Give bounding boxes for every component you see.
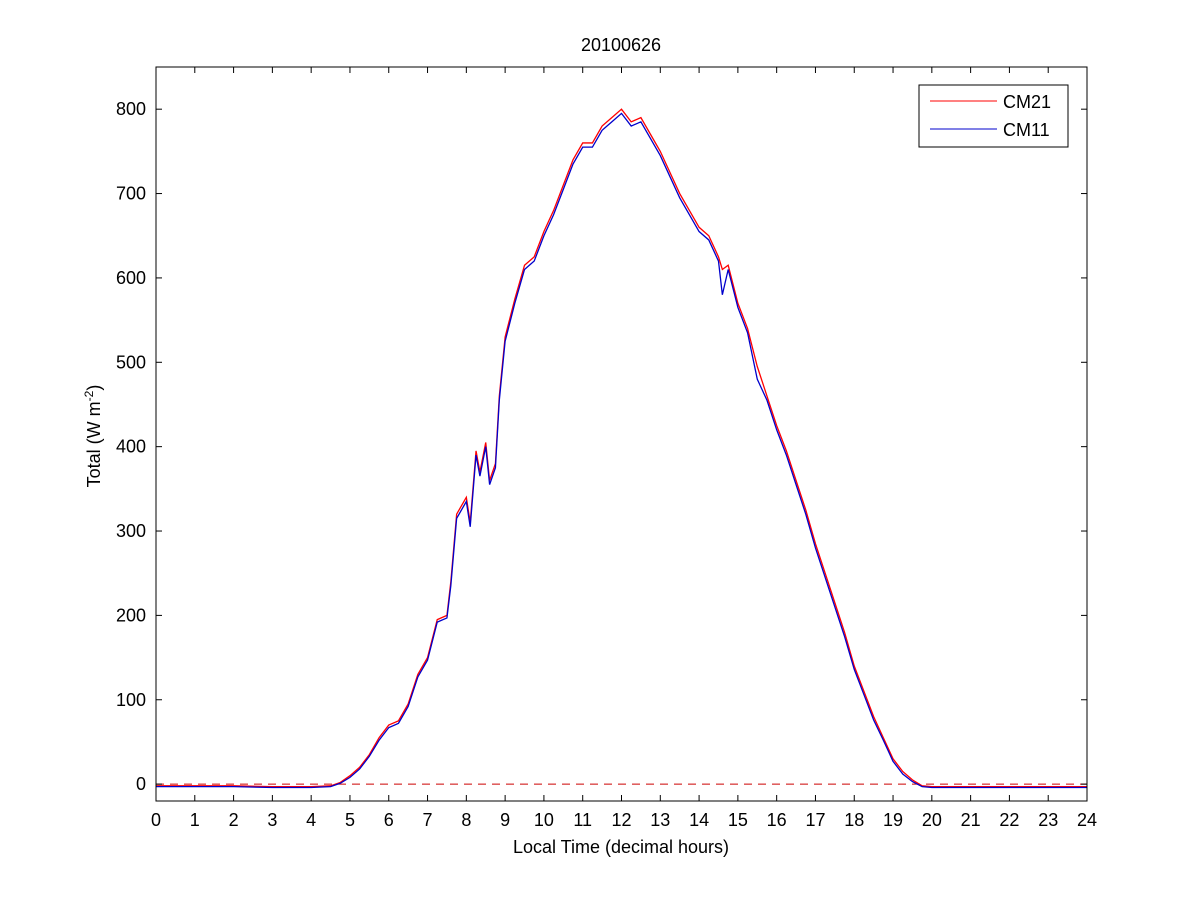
chart-title: 20100626	[581, 35, 661, 55]
x-tick-label: 19	[883, 810, 903, 830]
y-tick-label: 0	[136, 774, 146, 794]
legend: CM21 CM11	[918, 84, 1069, 148]
y-axis-label-close: )	[84, 385, 104, 391]
x-tick-label: 8	[461, 810, 471, 830]
y-tick-label: 300	[116, 521, 146, 541]
x-tick-label: 16	[767, 810, 787, 830]
x-tick-label: 5	[345, 810, 355, 830]
y-axis-label-superscript: -2	[82, 390, 96, 401]
x-tick-label: 2	[229, 810, 239, 830]
legend-label-cm11: CM11	[1003, 120, 1050, 140]
y-axis-ticks: 0 100 200 300 400 500 600 700 800	[116, 99, 1087, 794]
y-tick-label: 800	[116, 99, 146, 119]
legend-label-cm21: CM21	[1003, 92, 1051, 112]
series-line-cm21	[156, 108, 1087, 788]
x-axis-ticks: 0 1 2 3 4 5 6 7 8 9 10 11 12 13 14 15 16 17 18 19 20 21 22 23 24	[151, 67, 1097, 830]
x-tick-label: 3	[267, 810, 277, 830]
x-tick-label: 1	[190, 810, 200, 830]
x-tick-label: 22	[999, 810, 1019, 830]
x-tick-label: 13	[650, 810, 670, 830]
series-lines	[156, 108, 1087, 789]
x-tick-label: 7	[423, 810, 433, 830]
x-axis-label: Local Time (decimal hours)	[513, 837, 729, 857]
y-tick-label: 600	[116, 268, 146, 288]
y-axis-label: Total (W m-2)	[82, 385, 104, 488]
y-tick-label: 200	[116, 605, 146, 625]
x-tick-label: 23	[1038, 810, 1058, 830]
x-tick-label: 24	[1077, 810, 1097, 830]
x-tick-label: 20	[922, 810, 942, 830]
y-axis-label-main: Total (W m	[84, 401, 104, 487]
series-line-cm11	[156, 112, 1087, 789]
x-tick-label: 11	[573, 810, 592, 830]
x-tick-label: 10	[534, 810, 554, 830]
x-tick-label: 4	[306, 810, 316, 830]
x-tick-label: 18	[844, 810, 864, 830]
x-tick-label: 9	[500, 810, 510, 830]
x-tick-label: 6	[384, 810, 394, 830]
x-tick-label: 0	[151, 810, 161, 830]
x-tick-label: 15	[728, 810, 748, 830]
y-tick-label: 400	[116, 437, 146, 457]
x-tick-label: 14	[689, 810, 709, 830]
plot-area	[156, 108, 1087, 789]
x-tick-label: 12	[611, 810, 631, 830]
x-tick-label: 21	[961, 810, 981, 830]
y-tick-label: 500	[116, 352, 146, 372]
legend-box	[918, 84, 1069, 148]
y-tick-label: 100	[116, 690, 146, 710]
y-tick-label: 700	[116, 184, 146, 204]
x-tick-label: 17	[805, 810, 825, 830]
